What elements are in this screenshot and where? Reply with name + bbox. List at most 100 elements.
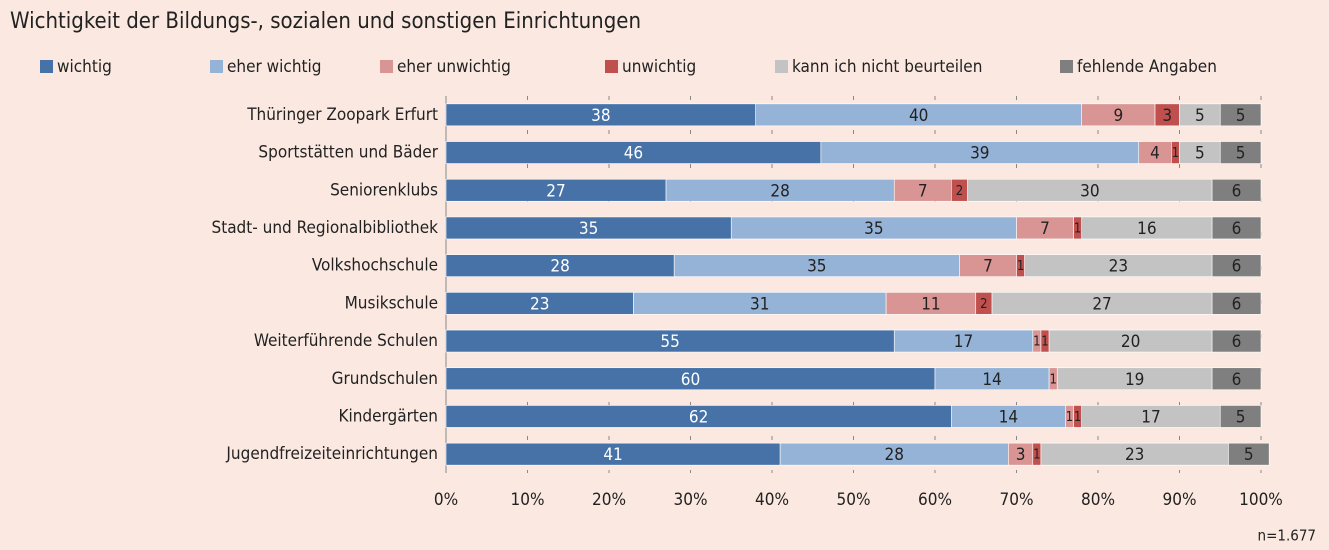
bar-segment xyxy=(1219,103,1262,127)
note: n=1.677 xyxy=(1258,527,1316,545)
value-label: 17 xyxy=(1141,407,1160,427)
y-tick-label: Sportstätten und Bäder xyxy=(258,143,438,163)
value-label: 6 xyxy=(1232,181,1242,201)
value-label: 35 xyxy=(579,219,598,239)
y-tick-label: Grundschulen xyxy=(332,369,438,389)
value-label: 6 xyxy=(1232,219,1242,239)
bar-segment xyxy=(1211,178,1262,202)
value-label: 14 xyxy=(982,370,1001,390)
x-tick-label: 70% xyxy=(1000,490,1034,510)
value-label: 1 xyxy=(1017,259,1024,274)
legend-label: eher unwichtig xyxy=(397,57,511,77)
legend-label: unwichtig xyxy=(622,57,696,77)
value-label: 1 xyxy=(1041,335,1048,350)
y-tick-label: Thüringer Zoopark Erfurt xyxy=(246,105,438,125)
value-label: 30 xyxy=(1080,181,1099,201)
value-label: 55 xyxy=(660,332,679,352)
value-label: 28 xyxy=(885,445,904,465)
y-tick-label: Stadt- und Regionalbibliothek xyxy=(211,218,438,238)
value-label: 41 xyxy=(603,445,622,465)
legend-swatch xyxy=(380,60,393,73)
x-tick-label: 100% xyxy=(1239,490,1283,510)
x-tick-label: 90% xyxy=(1163,490,1197,510)
x-tick-label: 50% xyxy=(837,490,871,510)
bar-segment xyxy=(1211,216,1262,240)
value-label: 6 xyxy=(1232,370,1242,390)
x-tick-label: 60% xyxy=(918,490,952,510)
legend-label: wichtig xyxy=(57,57,112,77)
value-label: 3 xyxy=(1162,106,1172,126)
y-tick-label: Jugendfreizeiteinrichtungen xyxy=(225,444,438,464)
legend-swatch xyxy=(775,60,788,73)
x-tick-label: 40% xyxy=(755,490,789,510)
value-label: 7 xyxy=(983,257,993,277)
value-label: 2 xyxy=(956,184,963,199)
bar-segment xyxy=(1219,141,1262,164)
bar-segment xyxy=(1211,292,1262,315)
value-label: 23 xyxy=(530,294,549,314)
value-label: 14 xyxy=(999,407,1018,427)
bar-segment xyxy=(1219,405,1262,428)
value-label: 2 xyxy=(980,297,987,312)
y-tick-label: Volkshochschule xyxy=(312,256,438,276)
value-label: 40 xyxy=(909,106,928,126)
value-label: 7 xyxy=(918,181,928,201)
value-label: 60 xyxy=(681,370,700,390)
value-label: 31 xyxy=(750,294,769,314)
value-label: 23 xyxy=(1109,257,1128,277)
y-tick-label: Musikschule xyxy=(345,293,438,313)
value-label: 5 xyxy=(1236,106,1246,126)
value-label: 20 xyxy=(1121,332,1140,352)
value-label: 5 xyxy=(1195,106,1205,126)
legend-swatch xyxy=(605,60,618,73)
value-label: 38 xyxy=(591,106,610,126)
value-label: 27 xyxy=(546,181,565,201)
value-label: 23 xyxy=(1125,445,1144,465)
value-label: 7 xyxy=(1040,219,1050,239)
value-label: 17 xyxy=(954,332,973,352)
value-label: 5 xyxy=(1244,445,1254,465)
x-tick-label: 10% xyxy=(511,490,545,510)
value-label: 1 xyxy=(1033,448,1040,463)
value-label: 6 xyxy=(1232,332,1242,352)
value-label: 62 xyxy=(689,407,708,427)
legend-swatch xyxy=(40,60,53,73)
bar-segment xyxy=(1228,442,1270,466)
value-label: 5 xyxy=(1236,407,1246,427)
value-label: 4 xyxy=(1150,144,1160,164)
x-tick-label: 80% xyxy=(1081,490,1115,510)
value-label: 5 xyxy=(1236,144,1246,164)
value-label: 11 xyxy=(921,294,940,314)
value-label: 39 xyxy=(970,144,989,164)
bar-segment xyxy=(1211,367,1262,391)
value-label: 1 xyxy=(1033,335,1040,350)
bar-segment xyxy=(1211,329,1262,353)
value-label: 1 xyxy=(1066,410,1073,425)
legend-label: eher wichtig xyxy=(227,57,321,77)
value-label: 35 xyxy=(807,257,826,277)
value-label: 6 xyxy=(1232,257,1242,277)
value-label: 28 xyxy=(550,257,569,277)
legend-label: fehlende Angaben xyxy=(1077,57,1217,77)
legend-label: kann ich nicht beurteilen xyxy=(792,57,982,77)
value-label: 16 xyxy=(1137,219,1156,239)
x-tick-label: 20% xyxy=(592,490,626,510)
value-label: 1 xyxy=(1074,410,1081,425)
x-tick-label: 0% xyxy=(434,490,458,510)
x-tick-label: 30% xyxy=(674,490,708,510)
value-label: 28 xyxy=(770,181,789,201)
bar-segment xyxy=(1211,254,1262,277)
legend-swatch xyxy=(210,60,223,73)
value-label: 6 xyxy=(1232,294,1242,314)
value-label: 9 xyxy=(1114,106,1124,126)
legend-swatch xyxy=(1060,60,1073,73)
value-label: 5 xyxy=(1195,144,1205,164)
value-label: 46 xyxy=(624,144,643,164)
value-label: 1 xyxy=(1172,146,1179,161)
value-label: 19 xyxy=(1125,370,1144,390)
value-label: 27 xyxy=(1092,294,1111,314)
value-label: 3 xyxy=(1016,445,1026,465)
y-tick-label: Seniorenklubs xyxy=(330,180,438,200)
chart-title: Wichtigkeit der Bildungs-, sozialen und … xyxy=(10,9,641,34)
